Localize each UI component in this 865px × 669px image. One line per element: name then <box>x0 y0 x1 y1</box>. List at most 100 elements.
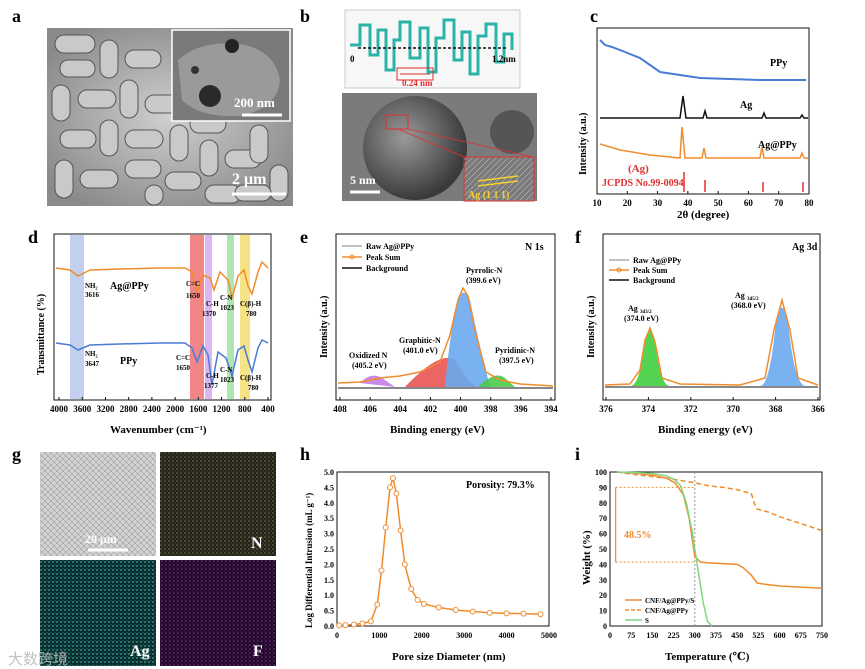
n1s-tick-label: 408 <box>333 404 347 414</box>
n1s-tick-label: 398 <box>484 404 498 414</box>
pore-curve <box>339 475 541 627</box>
svg-text:C-H: C-H <box>206 372 219 380</box>
ref-sticks <box>683 172 804 192</box>
tga-xtick-label: 750 <box>816 631 828 640</box>
pore-point <box>435 604 442 611</box>
ag-particle <box>363 96 467 200</box>
xrd-tick-label: 10 <box>593 198 603 208</box>
svg-text:C=C: C=C <box>176 354 190 362</box>
zoom-line <box>407 128 534 158</box>
f-map <box>160 560 276 666</box>
svg-text:CNF/Ag@PPy/S: CNF/Ag@PPy/S <box>645 597 694 605</box>
line-profile <box>350 18 514 76</box>
ag3d32-peak <box>630 330 670 386</box>
n1s-tick-label: 402 <box>424 404 438 414</box>
tga-ytick-label: 20 <box>599 591 607 600</box>
ftir-tick-label: 800 <box>238 404 252 414</box>
ag3d-tick-label: 368 <box>769 404 783 414</box>
xrd-label-ppy: PPy <box>770 58 787 69</box>
ftir-label-ppy: PPy <box>120 356 137 367</box>
xrd-tick-label: 50 <box>714 198 724 208</box>
tga-series-3 <box>617 471 713 627</box>
ag3d-axes <box>602 233 821 401</box>
inset-scale-label: 200 nm <box>234 95 275 110</box>
pore-xtick-label: 0 <box>335 631 339 640</box>
ag3d-legend: Raw Ag@PPy Peak Sum Background <box>609 256 681 285</box>
panel-e: e Intensity (a.u.) N 1s Raw Ag@PPy Peak … <box>300 227 558 436</box>
svg-text:C(β)-H: C(β)-H <box>240 300 262 308</box>
panel-f: f Intensity (a.u.) Ag 3d Raw Ag@PPy Peak… <box>575 227 825 436</box>
ag3d-ylabel: Intensity (a.u.) <box>586 295 597 358</box>
tga-xtick-label: 450 <box>731 631 743 640</box>
panel-letter-b: b <box>300 6 310 26</box>
pore-point <box>401 561 408 568</box>
tga-xtick-label: 0 <box>608 631 612 640</box>
svg-text:Background: Background <box>366 264 409 273</box>
ag-particle-2 <box>490 110 534 154</box>
pore-xlabel: Pore size Diameter (nm) <box>392 651 506 663</box>
band-cn <box>227 235 234 399</box>
pore-ytick-label: 3.5 <box>324 514 334 523</box>
svg-text:780: 780 <box>246 310 257 318</box>
tga-ytick-label: 70 <box>599 514 607 523</box>
pore-point <box>469 608 476 615</box>
pore-xtick-label: 5000 <box>541 631 557 640</box>
pore-xtick-label: 1000 <box>371 631 387 640</box>
pore-ytick-label: 3.0 <box>324 530 334 539</box>
tga-axes <box>609 471 823 627</box>
n-map-label: N <box>251 535 263 552</box>
panel-d: d Transmittance (%) 4000 3600 3200 2800 2400… <box>28 227 275 436</box>
ftir-tick-label: 4000 <box>50 404 69 414</box>
panel-h: h Log Differential Intrusion (mL g⁻¹) Po… <box>300 444 557 663</box>
ftir-tick-label: 1200 <box>213 404 232 414</box>
svg-text:(399.6 eV): (399.6 eV) <box>466 276 501 285</box>
svg-text:C=C: C=C <box>186 280 200 288</box>
svg-text:1650: 1650 <box>176 364 191 372</box>
pore-ytick-label: 1.0 <box>324 591 334 600</box>
tga-ytick-label: 80 <box>599 499 607 508</box>
pore-point <box>359 620 366 627</box>
pore-point <box>397 527 404 534</box>
panel-a: a 200 nm 2 μm <box>12 6 293 206</box>
pore-axes <box>336 471 550 627</box>
ref-title: (Ag) <box>628 163 649 175</box>
svg-text:Pyrrolic-N: Pyrrolic-N <box>466 266 503 275</box>
xrd-ylabel: Intensity (a.u.) <box>578 112 589 175</box>
tga-xlabel: Temperature (℃) <box>665 651 750 663</box>
panel-c: c Intensity (a.u.) 10 20 30 40 50 60 70 80 2θ (… <box>578 6 814 221</box>
inset-dot <box>199 85 221 107</box>
ag3d-tick-label: 366 <box>811 404 825 414</box>
xrd-tick-label: 20 <box>623 198 633 208</box>
svg-text:NH₂: NH₂ <box>85 350 98 358</box>
ftir-xlabel: Wavenumber (cm⁻¹) <box>110 424 207 436</box>
pore-point <box>382 524 389 531</box>
sem-map-tint <box>40 452 156 556</box>
tga-xtick-label: 675 <box>795 631 807 640</box>
pore-ytick-label: 2.5 <box>324 545 334 554</box>
band-ch <box>205 235 212 399</box>
panel-letter-f: f <box>575 227 582 247</box>
profile-end: 1.2nm <box>492 54 516 64</box>
pore-point <box>393 490 400 497</box>
svg-text:Pyridinic-N: Pyridinic-N <box>495 346 535 355</box>
sem-particles <box>51 34 289 206</box>
xrd-tick-label: 80 <box>805 198 815 208</box>
tga-xtick-label: 375 <box>710 631 722 640</box>
pore-point <box>336 622 343 629</box>
svg-text:Ag: Ag <box>735 291 745 300</box>
agppy-curve <box>599 126 808 159</box>
svg-text:1370: 1370 <box>202 310 217 318</box>
ag3d52-peak <box>760 307 806 386</box>
ftir-tick-label: 3200 <box>96 404 115 414</box>
svg-text:3647: 3647 <box>85 360 100 368</box>
lattice-line <box>477 175 519 182</box>
pore-point <box>342 622 349 629</box>
n1s-pyrrolic-peak <box>445 292 490 387</box>
xrd-tick-label: 60 <box>744 198 754 208</box>
svg-text:(368.0 eV): (368.0 eV) <box>731 301 766 310</box>
tga-ytick-label: 40 <box>599 560 607 569</box>
n1s-annotations: Pyrrolic-N(399.6 eV) Graphitic-N(401.0 e… <box>349 266 535 370</box>
svg-text:1023: 1023 <box>220 304 235 312</box>
svg-text:NH₂: NH₂ <box>85 282 98 290</box>
